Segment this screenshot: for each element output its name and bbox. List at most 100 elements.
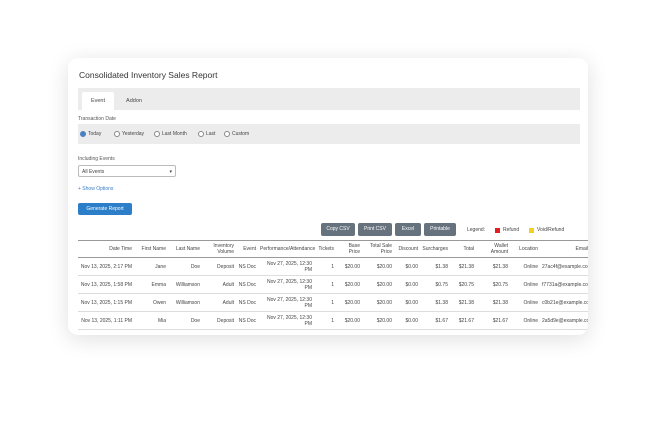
- table-cell: $20.00: [336, 257, 362, 276]
- column-header[interactable]: Location: [510, 240, 540, 258]
- table-cell: NS Doc: [236, 257, 258, 276]
- table-cell: Emma: [134, 275, 168, 294]
- table-cell: $0.00: [394, 293, 420, 312]
- table-cell: $20.00: [362, 257, 394, 276]
- table-cell: NS Doc: [236, 293, 258, 312]
- table-cell: 2a5d9e@example.com: [540, 311, 588, 330]
- radio-dot: [114, 131, 120, 137]
- date-filter-label: Transaction Date: [78, 116, 116, 122]
- table-cell: Nov 13, 2025, 1:11 PM: [78, 311, 134, 330]
- toolbar-button[interactable]: Printable: [424, 223, 456, 236]
- legend-text: Void/Refund: [537, 227, 565, 233]
- column-header[interactable]: Tickets: [314, 240, 336, 258]
- table-cell: Nov 27, 2025, 12:30 PM: [258, 257, 314, 276]
- table-cell: Jane: [134, 257, 168, 276]
- table-row: Nov 13, 2025, 1:15 PM Owen Williamson Adult…: [78, 293, 588, 312]
- table-cell: 27ac4f@example.com: [540, 257, 588, 276]
- column-header[interactable]: Date Time: [78, 240, 134, 258]
- show-options-link[interactable]: + Show Options: [78, 186, 114, 192]
- table-cell: $21.38: [450, 293, 476, 312]
- column-header[interactable]: Wallet Amount: [476, 240, 510, 258]
- table-cell: c0b21e@example.com: [540, 293, 588, 312]
- table-cell: Doe: [168, 257, 202, 276]
- table-cell: Doe: [168, 311, 202, 330]
- table-cell: 1: [314, 275, 336, 294]
- radio-label: Today: [88, 131, 102, 137]
- column-header[interactable]: Inventory Volume: [202, 240, 236, 258]
- column-header[interactable]: Event: [236, 240, 258, 258]
- column-header[interactable]: Total Sale Price: [362, 240, 394, 258]
- table-cell: $21.38: [450, 257, 476, 276]
- radio-label: Last Month: [162, 131, 187, 137]
- table-row: Nov 13, 2025, 1:58 PM Emma Williamson Adult…: [78, 275, 588, 294]
- radio-dot: [154, 131, 160, 137]
- table-cell: NS Doc: [236, 275, 258, 294]
- table-cell: Nov 27, 2025, 12:30 PM: [258, 275, 314, 294]
- generate-button[interactable]: Generate Report: [78, 203, 132, 215]
- table-cell: Mia: [134, 311, 168, 330]
- column-header[interactable]: Email: [540, 240, 588, 258]
- table-cell: $20.00: [336, 311, 362, 330]
- table-cell: $20.00: [362, 293, 394, 312]
- table-cell: Nov 13, 2025, 2:17 PM: [78, 257, 134, 276]
- legend-item: Void/Refund: [529, 227, 564, 233]
- column-header[interactable]: Last Name: [168, 240, 202, 258]
- table-cell: 1: [314, 311, 336, 330]
- table-cell: Online: [510, 293, 540, 312]
- legend-item: Refund: [495, 227, 519, 233]
- table-cell: $21.38: [476, 257, 510, 276]
- table-cell: $0.75: [420, 275, 450, 294]
- radio-label: Yesterday: [122, 131, 145, 137]
- tab[interactable]: Addon: [126, 98, 142, 104]
- table-cell: Nov 13, 2025, 1:15 PM: [78, 293, 134, 312]
- table-cell: NS Doc: [236, 311, 258, 330]
- events-select-value: All Events: [82, 169, 105, 175]
- table-cell: Nov 13, 2025, 1:58 PM: [78, 275, 134, 294]
- toolbar-button[interactable]: Copy CSV: [321, 223, 355, 236]
- radio-option[interactable]: Custom: [224, 131, 249, 137]
- radio-option[interactable]: Today: [80, 131, 101, 137]
- column-header[interactable]: Base Price: [336, 240, 362, 258]
- column-header[interactable]: First Name: [134, 240, 168, 258]
- radio-option[interactable]: Last: [198, 131, 215, 137]
- table-cell: $0.00: [394, 257, 420, 276]
- table-cell: Adult: [202, 275, 236, 294]
- table-cell: $21.38: [476, 293, 510, 312]
- report-card: Consolidated Inventory Sales Report Even…: [68, 58, 588, 335]
- column-header[interactable]: Performance/Attendance: [258, 240, 315, 258]
- events-select[interactable]: All Events ▾: [78, 165, 176, 177]
- table-cell: Deposit: [202, 311, 236, 330]
- toolbar-button[interactable]: Excel: [395, 223, 421, 236]
- tab[interactable]: Event: [82, 92, 114, 110]
- table-cell: $0.00: [394, 275, 420, 294]
- report-title: Consolidated Inventory Sales Report: [79, 70, 218, 80]
- radio-dot: [80, 131, 86, 137]
- table-cell: Williamson: [168, 275, 202, 294]
- table-cell: Online: [510, 257, 540, 276]
- table-row: Nov 13, 2025, 1:11 PM Mia Doe Deposit NS Doc…: [78, 311, 588, 330]
- caret: ▾: [169, 169, 172, 175]
- table-cell: $20.00: [336, 293, 362, 312]
- radio-option[interactable]: Last Month: [154, 131, 187, 137]
- column-header[interactable]: Discount: [394, 240, 420, 258]
- date-filter: Today Yesterday Last Month Last Custom: [78, 124, 580, 144]
- toolbar-button[interactable]: Print CSV: [358, 223, 392, 236]
- table-cell: Online: [510, 311, 540, 330]
- table-cell: Adult: [202, 293, 236, 312]
- table-cell: Owen: [134, 293, 168, 312]
- table-cell: $20.75: [476, 275, 510, 294]
- table-cell: $21.67: [476, 311, 510, 330]
- table-row: Nov 13, 2025, 2:17 PM Jane Doe Deposit NS Do…: [78, 257, 588, 276]
- table-cell: $0.00: [394, 311, 420, 330]
- legend-swatch: [495, 227, 500, 233]
- column-header[interactable]: Surcharges: [420, 240, 450, 258]
- table-cell: $20.75: [450, 275, 476, 294]
- table-cell: Online: [510, 275, 540, 294]
- table-cell: Nov 27, 2025, 12:30 PM: [258, 293, 314, 312]
- table-cell: $1.67: [420, 311, 450, 330]
- radio-dot: [224, 131, 230, 137]
- tab-bar: Event Addon: [78, 88, 580, 110]
- column-header[interactable]: Total: [450, 240, 476, 258]
- radio-option[interactable]: Yesterday: [114, 131, 144, 137]
